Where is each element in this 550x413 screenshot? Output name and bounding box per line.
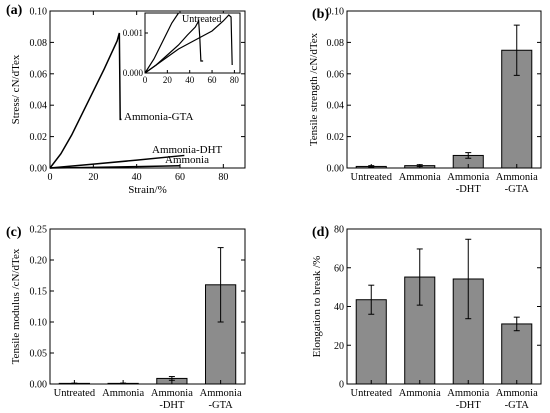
inset-chart: 0 20 40 60 80 0.000 0.001 Untreated — [123, 12, 241, 85]
x-tick-label: Untreated — [351, 172, 393, 183]
x-tick-label: -DHT — [159, 400, 185, 411]
y-axis-label: Elongation to break /% — [311, 256, 323, 358]
inset-x-tick-label: 40 — [185, 75, 195, 85]
inset-x-tick-label: 0 — [143, 75, 148, 85]
y-tick-label: 80 — [334, 225, 344, 236]
inset-x-tick-label: 60 — [208, 75, 218, 85]
y-tick-label: 0.04 — [30, 101, 48, 112]
y-tick-label: 0 — [339, 380, 344, 391]
panel-b: 0.00 0.02 0.04 0.06 0.08 0.10 Tensile strength… — [308, 7, 542, 195]
plot-frame — [346, 10, 542, 169]
inset-series-curve-3 — [144, 12, 180, 74]
y-axis-label: Tensile modulus /cN/dTex — [10, 248, 22, 364]
y-tick-label: 0.20 — [30, 256, 48, 267]
inset-series-curve-1 — [144, 18, 204, 74]
inset-y-tick-label: 0.000 — [123, 68, 144, 78]
y-tick-label: 0.04 — [327, 101, 345, 112]
x-tick-label: -GTA — [505, 184, 530, 195]
inset-annotation-untreated: Untreated — [182, 14, 221, 25]
y-tick-label: 0.10 — [30, 7, 48, 18]
y-tick-label: 0.00 — [30, 164, 48, 175]
y-tick-label: 0.15 — [30, 287, 48, 298]
y-tick-label: 0.02 — [327, 132, 345, 143]
plot-frame — [49, 228, 246, 385]
x-tick-label: 20 — [88, 172, 98, 183]
inset-y-tick-label: 0.001 — [123, 28, 143, 38]
series-line-ammonia-gta — [49, 32, 122, 169]
x-tick-label: 40 — [132, 172, 142, 183]
plot-frame — [49, 10, 246, 169]
annotation-ammonia-gta: Ammonia-GTA — [124, 111, 193, 123]
x-tick-label: Untreated — [54, 388, 96, 399]
annotation-ammonia-dht: Ammonia-DHT — [152, 144, 223, 156]
x-tick-label: Ammonia — [399, 388, 441, 399]
panel-label: (c) — [6, 225, 22, 240]
x-tick-label: Ammonia — [399, 172, 441, 183]
x-tick-label: -GTA — [209, 400, 234, 411]
x-tick-label: Ammonia — [102, 388, 144, 399]
panel-label: (d) — [312, 225, 329, 240]
y-tick-label: 60 — [334, 263, 344, 274]
inset-x-tick-label: 80 — [230, 75, 240, 85]
x-tick-label: Ammonia — [447, 172, 489, 183]
y-tick-label: 0.00 — [327, 164, 345, 175]
panel-c: 0.00 0.05 0.10 0.15 0.20 0.25 Tensile modulus … — [6, 225, 246, 411]
panel-a: 0.00 0.02 0.04 0.06 0.08 0.10 0 20 40 60 80 Strain/… — [6, 3, 246, 196]
y-tick-label: 0.06 — [30, 69, 48, 80]
x-tick-label: -GTA — [505, 400, 530, 411]
panel-label: (a) — [6, 3, 23, 18]
x-tick-label: Ammonia — [447, 388, 489, 399]
x-tick-label: 80 — [218, 172, 228, 183]
bar — [501, 323, 533, 385]
x-tick-label: Ammonia — [151, 388, 193, 399]
annotation-ammonia: Ammonia — [165, 154, 209, 166]
y-tick-label: 0.25 — [30, 225, 48, 236]
y-tick-label: 0.05 — [30, 349, 48, 360]
x-tick-label: -DHT — [456, 400, 482, 411]
series-line-ammonia — [49, 165, 181, 169]
x-tick-label: 0 — [48, 172, 53, 183]
x-tick-label: -DHT — [456, 184, 482, 195]
x-tick-label: Ammonia — [496, 388, 538, 399]
x-tick-label: 60 — [175, 172, 185, 183]
y-tick-label: 0.10 — [327, 7, 345, 18]
y-tick-label: 0.06 — [327, 69, 345, 80]
y-tick-label: 0.00 — [30, 380, 48, 391]
x-tick-label: Ammonia — [200, 388, 242, 399]
series-line-ammonia-dht — [49, 154, 185, 169]
x-tick-label: Untreated — [351, 388, 393, 399]
inset-frame — [144, 12, 241, 74]
y-axis-label: Tensile strength /cN/dTex — [308, 32, 320, 146]
x-axis-label: Strain/% — [128, 184, 167, 196]
panel-label: (b) — [312, 7, 329, 22]
panel-d: 0 20 40 60 80 Elongation to break /% (d) Untrea… — [311, 225, 542, 411]
y-tick-label: 20 — [334, 341, 344, 352]
y-tick-label: 0.10 — [30, 318, 48, 329]
inset-series-curve-2 — [144, 14, 233, 74]
y-axis-label: Stress/ cN/dTex — [10, 54, 22, 124]
y-tick-label: 40 — [334, 302, 344, 313]
y-tick-label: 0.08 — [327, 38, 345, 49]
x-tick-label: Ammonia — [496, 172, 538, 183]
inset-x-tick-label: 20 — [163, 75, 173, 85]
y-tick-label: 0.02 — [30, 132, 48, 143]
y-tick-label: 0.08 — [30, 38, 48, 49]
